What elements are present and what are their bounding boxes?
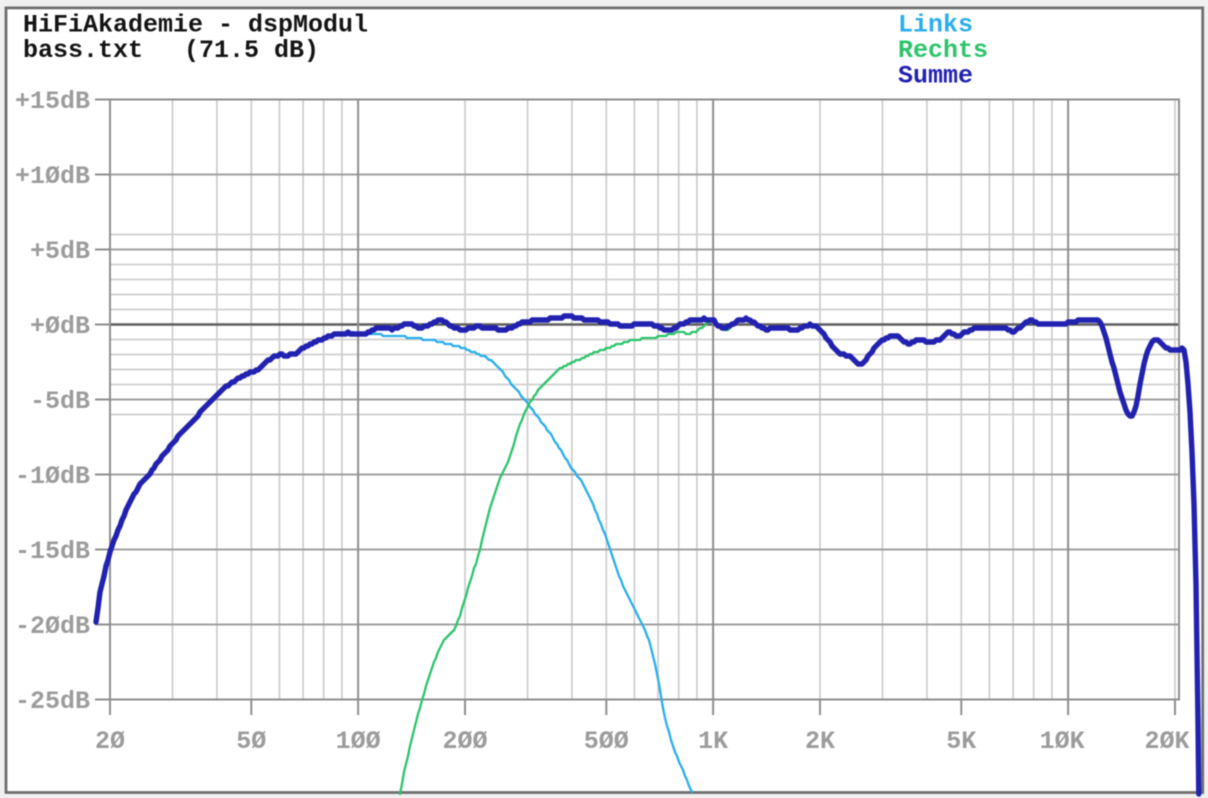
svg-text:bass.txt: bass.txt — [23, 36, 143, 65]
svg-text:2Ø: 2Ø — [95, 727, 125, 756]
svg-text:1ØK: 1ØK — [1040, 727, 1085, 756]
svg-text:-15dB: -15dB — [15, 537, 90, 566]
svg-text:+1ØdB: +1ØdB — [15, 162, 90, 191]
svg-text:Rechts: Rechts — [898, 36, 988, 65]
svg-text:2ØØ: 2ØØ — [442, 727, 487, 756]
svg-text:1K: 1K — [698, 727, 728, 756]
svg-text:5ØØ: 5ØØ — [584, 727, 629, 756]
svg-text:-1ØdB: -1ØdB — [15, 462, 90, 491]
svg-text:HiFiAkademie - dspModul: HiFiAkademie - dspModul — [23, 11, 368, 40]
svg-text:2ØK: 2ØK — [1144, 727, 1189, 756]
svg-text:-5dB: -5dB — [30, 387, 90, 416]
svg-text:5Ø: 5Ø — [236, 727, 266, 756]
svg-text:1ØØ: 1ØØ — [336, 727, 381, 756]
svg-text:-25dB: -25dB — [15, 687, 90, 716]
svg-text:+15dB: +15dB — [15, 87, 90, 116]
svg-text:(71.5 dB): (71.5 dB) — [184, 36, 319, 65]
svg-text:-2ØdB: -2ØdB — [15, 612, 90, 641]
svg-text:Links: Links — [898, 11, 973, 40]
svg-text:Summe: Summe — [898, 62, 973, 91]
svg-text:+ØdB: +ØdB — [30, 312, 90, 341]
svg-text:5K: 5K — [946, 727, 976, 756]
svg-text:2K: 2K — [805, 727, 835, 756]
svg-text:+5dB: +5dB — [30, 237, 90, 266]
